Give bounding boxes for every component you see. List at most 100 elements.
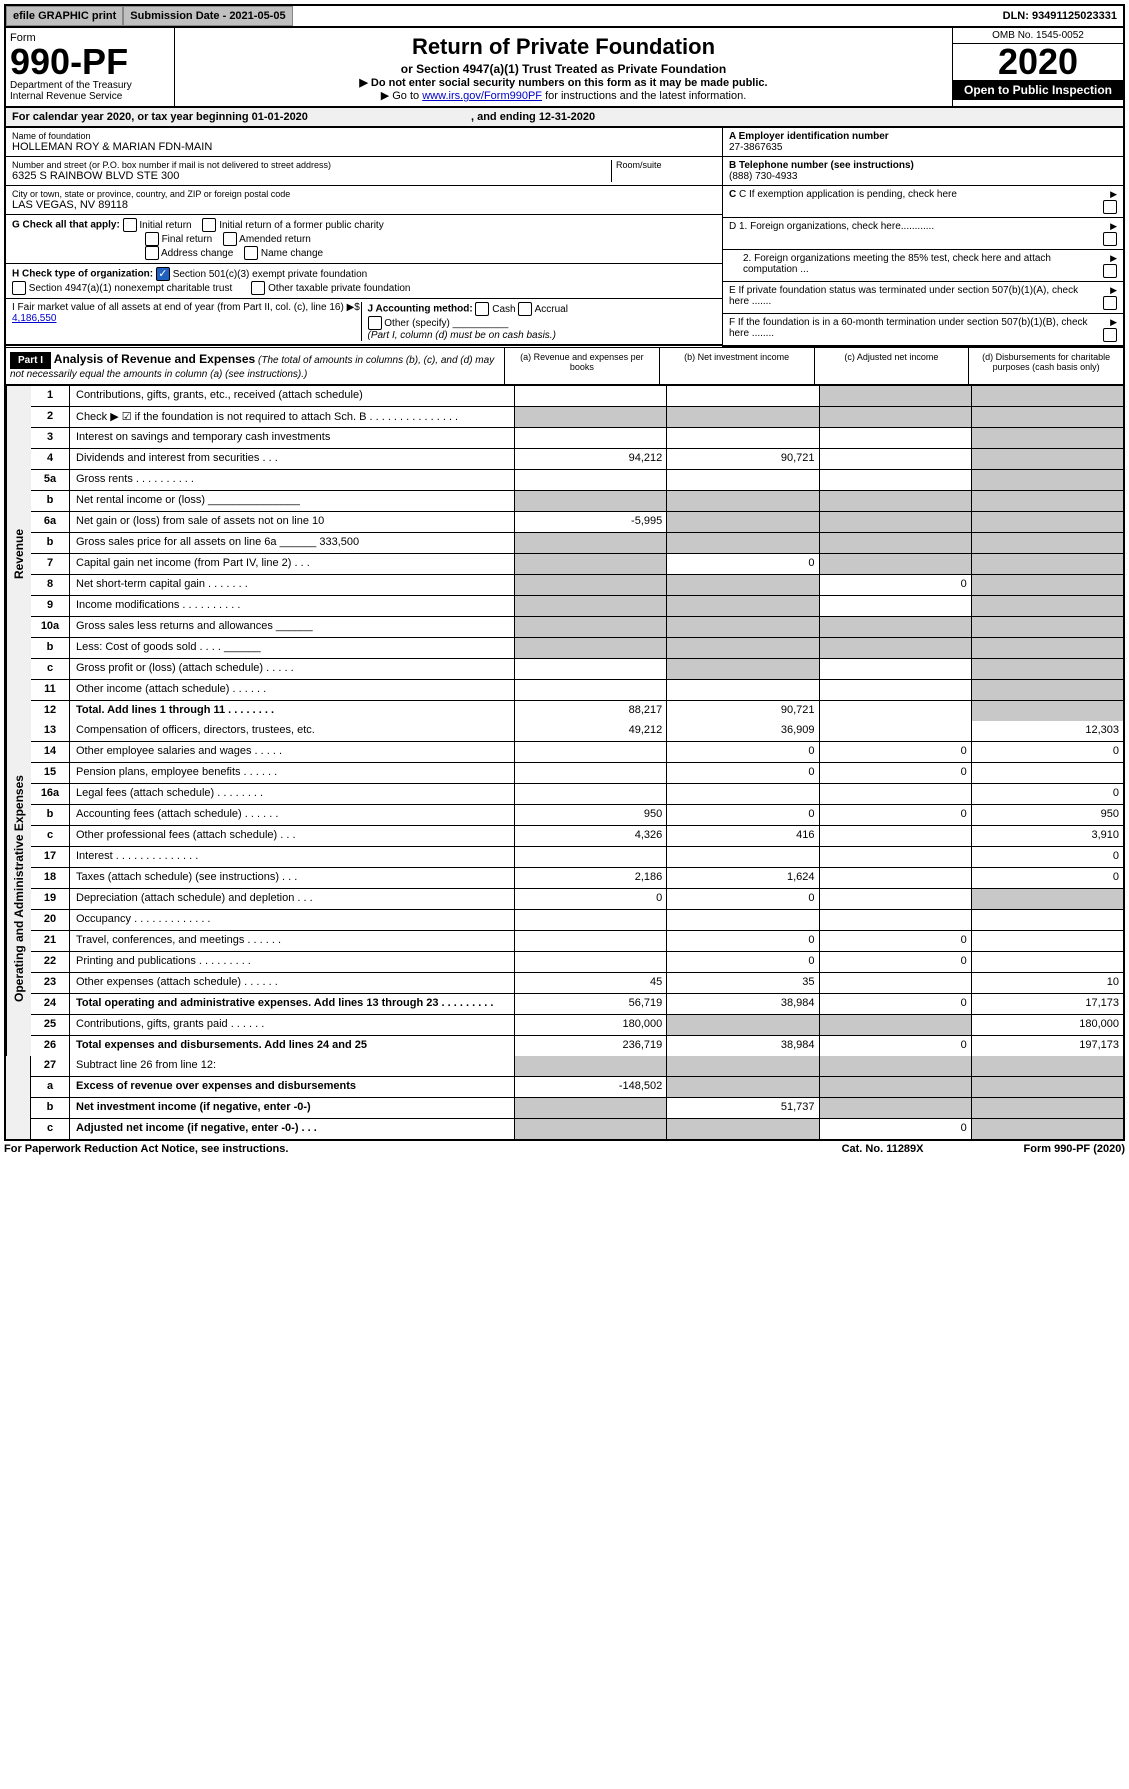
amt-cell	[972, 386, 1123, 406]
amt-cell: 0	[515, 889, 667, 909]
amt-cell: 4,326	[515, 826, 667, 846]
amt-cell	[667, 847, 819, 867]
line-desc: Other income (attach schedule) . . . . .…	[70, 680, 515, 700]
top-bar: efile GRAPHIC print Submission Date - 20…	[4, 4, 1125, 28]
table-row: 22Printing and publications . . . . . . …	[31, 952, 1123, 973]
table-row: bGross sales price for all assets on lin…	[31, 533, 1123, 554]
amt-cell: 90,721	[667, 701, 819, 721]
amt-cell: 0	[820, 805, 972, 825]
amt-cell: 10	[972, 973, 1123, 993]
cb-initial[interactable]	[123, 218, 137, 232]
cb-name-change[interactable]	[244, 246, 258, 260]
amt-cell	[820, 659, 972, 679]
amt-cell	[820, 1056, 972, 1076]
amt-cell: 0	[820, 742, 972, 762]
name-label: Name of foundation	[12, 131, 716, 141]
dept-treasury: Department of the Treasury Internal Reve…	[10, 80, 170, 102]
amt-cell	[820, 638, 972, 658]
line-desc: Other employee salaries and wages . . . …	[70, 742, 515, 762]
col-d-head: (d) Disbursements for charitable purpose…	[968, 348, 1123, 384]
amt-cell	[515, 596, 667, 616]
cb-d1[interactable]	[1103, 232, 1117, 246]
fmv-value[interactable]: 4,186,550	[12, 313, 57, 324]
amt-cell	[820, 407, 972, 427]
amt-cell: 197,173	[972, 1036, 1123, 1056]
line-desc: Gross rents . . . . . . . . . .	[70, 470, 515, 490]
amt-cell	[972, 1077, 1123, 1097]
cb-d2[interactable]	[1103, 264, 1117, 278]
irs-link[interactable]: www.irs.gov/Form990PF	[422, 90, 542, 102]
part1-label: Part I	[10, 352, 51, 369]
amt-cell	[820, 491, 972, 511]
line-num: 5a	[31, 470, 70, 490]
line-desc: Occupancy . . . . . . . . . . . . .	[70, 910, 515, 930]
form-number: 990-PF	[10, 44, 170, 80]
open-public: Open to Public Inspection	[953, 80, 1123, 100]
amt-cell	[667, 638, 819, 658]
amt-cell	[820, 428, 972, 448]
amt-cell	[820, 554, 972, 574]
form-title: Return of Private Foundation	[179, 34, 948, 60]
amt-cell: 90,721	[667, 449, 819, 469]
table-row: 1Contributions, gifts, grants, etc., rec…	[31, 386, 1123, 407]
ein: 27-3867635	[729, 142, 782, 153]
amt-cell	[820, 470, 972, 490]
cb-initial-former[interactable]	[202, 218, 216, 232]
amt-cell	[972, 428, 1123, 448]
amt-cell	[667, 407, 819, 427]
line-num: 13	[31, 721, 70, 741]
amt-cell: 0	[667, 931, 819, 951]
amt-cell	[820, 1077, 972, 1097]
amt-cell: 236,719	[515, 1036, 667, 1056]
amt-cell: 56,719	[515, 994, 667, 1014]
amt-cell	[820, 512, 972, 532]
line-desc: Gross profit or (loss) (attach schedule)…	[70, 659, 515, 679]
cb-other-method[interactable]	[368, 316, 382, 330]
table-row: aExcess of revenue over expenses and dis…	[31, 1077, 1123, 1098]
street-address: 6325 S RAINBOW BLVD STE 300	[12, 170, 611, 182]
cb-501c3[interactable]: ✓	[156, 267, 170, 281]
line-num: 10a	[31, 617, 70, 637]
table-row: cGross profit or (loss) (attach schedule…	[31, 659, 1123, 680]
table-row: bAccounting fees (attach schedule) . . .…	[31, 805, 1123, 826]
cb-f[interactable]	[1103, 328, 1117, 342]
section-label: Operating and Administrative Expenses	[6, 721, 31, 1056]
table-row: 4Dividends and interest from securities …	[31, 449, 1123, 470]
line-desc: Depreciation (attach schedule) and deple…	[70, 889, 515, 909]
cb-e[interactable]	[1103, 296, 1117, 310]
efile-print-button[interactable]: efile GRAPHIC print	[6, 6, 123, 26]
cb-c[interactable]	[1103, 200, 1117, 214]
amt-cell: 35	[667, 973, 819, 993]
cb-final[interactable]	[145, 232, 159, 246]
line-num: 6a	[31, 512, 70, 532]
city-label: City or town, state or province, country…	[12, 189, 716, 199]
amt-cell: 45	[515, 973, 667, 993]
line-num: c	[31, 1119, 70, 1139]
amt-cell	[972, 554, 1123, 574]
cb-other-taxable[interactable]	[251, 281, 265, 295]
amt-cell	[972, 680, 1123, 700]
line-num: 23	[31, 973, 70, 993]
amt-cell	[972, 763, 1123, 783]
table-row: 10aGross sales less returns and allowanc…	[31, 617, 1123, 638]
line-num: 22	[31, 952, 70, 972]
amt-cell	[515, 763, 667, 783]
amt-cell: 0	[820, 575, 972, 595]
cb-cash[interactable]	[475, 302, 489, 316]
line-num: 7	[31, 554, 70, 574]
amt-cell: 0	[972, 742, 1123, 762]
line-num: 4	[31, 449, 70, 469]
cb-addr-change[interactable]	[145, 246, 159, 260]
table-row: 25Contributions, gifts, grants paid . . …	[31, 1015, 1123, 1036]
line-num: 3	[31, 428, 70, 448]
amt-cell	[515, 407, 667, 427]
cb-amended[interactable]	[223, 232, 237, 246]
cb-4947[interactable]	[12, 281, 26, 295]
cb-accrual[interactable]	[518, 302, 532, 316]
amt-cell	[820, 617, 972, 637]
table-row: 13Compensation of officers, directors, t…	[31, 721, 1123, 742]
amt-cell	[972, 638, 1123, 658]
line-desc: Legal fees (attach schedule) . . . . . .…	[70, 784, 515, 804]
foundation-name: HOLLEMAN ROY & MARIAN FDN-MAIN	[12, 141, 716, 153]
line-num: 20	[31, 910, 70, 930]
